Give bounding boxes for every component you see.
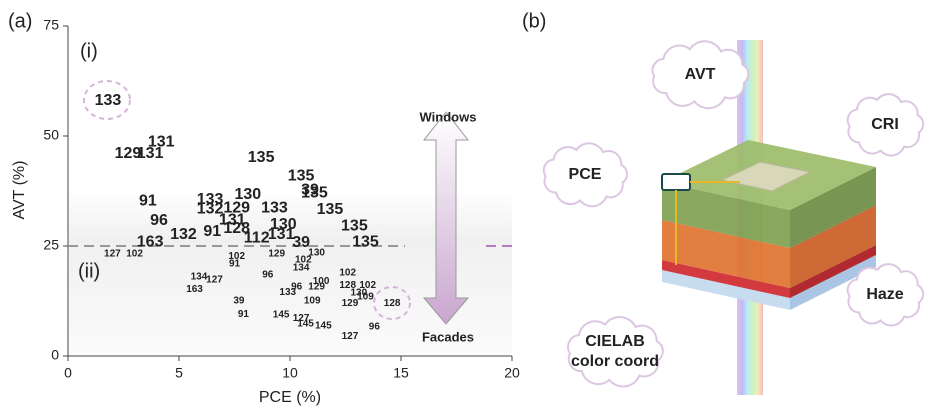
- x-tick-label: 0: [64, 365, 72, 381]
- region-label: (i): [80, 40, 98, 62]
- point-label: 130: [234, 186, 261, 203]
- point-label: 135: [352, 233, 379, 250]
- point-label: 145: [315, 321, 332, 332]
- point-label: 91: [139, 192, 157, 209]
- y-tick-label: 50: [43, 127, 59, 143]
- point-label: 132: [197, 200, 224, 217]
- point-label: 100: [313, 276, 330, 287]
- panel-label: (a): [8, 10, 32, 32]
- point-label: 135: [288, 167, 315, 184]
- y-axis-label: AVT (%): [11, 161, 28, 220]
- point-label: 39: [233, 296, 245, 307]
- cloud-label: color coord: [571, 353, 659, 370]
- y-tick-label: 25: [43, 237, 59, 253]
- x-tick-label: 10: [282, 365, 298, 381]
- point-label: 102: [228, 251, 245, 262]
- cloud: [568, 317, 663, 386]
- cloud-label: Haze: [866, 286, 903, 303]
- point-label: 133: [261, 199, 288, 216]
- x-axis-label: PCE (%): [259, 389, 321, 406]
- point-label: 39: [292, 234, 310, 251]
- page: (a) (i) (ii) Windows Facades PCE (%) AVT…: [0, 0, 937, 408]
- cloud-label: AVT: [685, 66, 716, 83]
- point-label: 129: [115, 145, 142, 162]
- point-label: 102: [359, 280, 376, 291]
- meter: [662, 174, 690, 190]
- cloud-label: PCE: [569, 166, 602, 183]
- point-label: 109: [304, 296, 321, 307]
- arrow-label: Facades: [422, 329, 474, 344]
- point-label: 91: [238, 309, 250, 320]
- arrow-label: Windows: [420, 109, 477, 124]
- point-label: 127: [104, 249, 121, 260]
- point-label: 127: [206, 275, 223, 286]
- point-label: 91: [203, 223, 221, 240]
- point-label: 134: [293, 263, 310, 274]
- point-label: 133: [95, 92, 122, 109]
- device: [662, 140, 876, 310]
- point-label: 128: [384, 298, 401, 309]
- point-label: 112: [244, 229, 270, 246]
- point-label: 96: [262, 270, 274, 281]
- point-label: 128: [339, 280, 356, 291]
- point-label: 135: [248, 149, 275, 166]
- point-label: 102: [339, 267, 356, 278]
- y-tick-label: 0: [51, 347, 59, 363]
- point-label: 132: [170, 226, 197, 243]
- point-label: 96: [291, 282, 303, 293]
- point-label: 96: [369, 322, 381, 333]
- point-label: 130: [270, 216, 297, 233]
- point-label: 135: [341, 217, 368, 234]
- cloud-label: CIELAB: [585, 333, 645, 350]
- point-label: 109: [357, 292, 374, 303]
- region-label: (ii): [78, 260, 100, 282]
- point-label: 134: [191, 271, 208, 282]
- point-label: 163: [186, 284, 203, 295]
- point-label: 129: [268, 249, 285, 260]
- panel-label: (b): [522, 10, 546, 32]
- point-label: 127: [342, 331, 359, 342]
- x-tick-label: 20: [504, 365, 520, 381]
- y-tick-label: 75: [43, 17, 59, 33]
- x-tick-label: 5: [175, 365, 183, 381]
- point-label: 145: [297, 319, 314, 330]
- point-label: 96: [150, 212, 168, 229]
- point-label: 135: [317, 201, 344, 218]
- point-label: 135: [301, 184, 328, 201]
- x-tick-label: 15: [393, 365, 409, 381]
- figure: (a) (i) (ii) Windows Facades PCE (%) AVT…: [0, 0, 937, 408]
- cloud-label: CRI: [871, 116, 899, 133]
- point-label: 145: [273, 310, 290, 321]
- point-label: 102: [126, 249, 143, 260]
